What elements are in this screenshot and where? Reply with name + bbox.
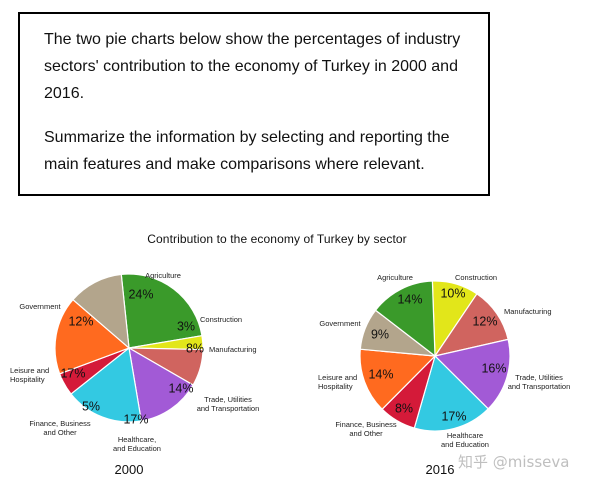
slice-name-label: Manufacturing — [209, 345, 257, 354]
slice-percent-label: 17% — [60, 366, 85, 380]
slice-percent-label: 5% — [82, 399, 100, 413]
slice-name-label: Healthcare and Education — [441, 431, 489, 449]
pie-slice-healthcare-and-education — [70, 346, 143, 423]
pie-slice-leisure-and-hospitality — [359, 348, 437, 411]
slice-name-label: Finance, Business and Other — [29, 419, 91, 437]
slice-name-label: Trade, Utilities and Transportation — [508, 373, 571, 391]
slice-percent-label: 14% — [168, 381, 193, 395]
slice-percent-label: 14% — [397, 292, 422, 306]
watermark: 知乎 @misseva — [458, 453, 570, 471]
slice-name-label: Leisure and Hospitality — [10, 366, 49, 384]
slice-percent-label: 16% — [481, 361, 506, 375]
slice-name-label: Finance, Business and Other — [335, 420, 397, 438]
slice-percent-label: 14% — [368, 367, 393, 381]
pie-slice-agriculture — [120, 273, 203, 349]
slice-name-label: Manufacturing — [504, 307, 552, 316]
slice-percent-label: 3% — [177, 319, 195, 333]
slice-name-label: Government — [319, 319, 361, 328]
task-prompt-box: The two pie charts below show the percen… — [18, 12, 490, 196]
year-caption: 2016 — [426, 462, 455, 477]
year-caption: 2000 — [115, 462, 144, 477]
pie-chart-2000: 24% Agriculture 3% Construction 8% Manufactur… — [10, 271, 259, 477]
slice-percent-label: 12% — [68, 314, 93, 328]
slice-name-label: Agriculture — [377, 273, 413, 282]
slice-percent-label: 8% — [186, 341, 204, 355]
slice-name-label: Healthcare, and Education — [113, 435, 161, 453]
slice-percent-label: 12% — [472, 314, 497, 328]
prompt-paragraph-1: The two pie charts below show the percen… — [44, 31, 461, 102]
pie-slice-agriculture — [374, 280, 436, 358]
slice-percent-label: 10% — [440, 286, 465, 300]
slice-name-label: Leisure and Hospitality — [318, 373, 357, 391]
pie-chart-2016: 10% Construction 12% Manufacturing 16%Trade,… — [318, 273, 570, 477]
slice-percent-label: 24% — [128, 287, 153, 301]
pie-slice-trade-utilities-and-transportation — [128, 346, 194, 422]
slice-name-label: Trade, Utilities and Transportation — [197, 395, 260, 413]
slice-name-label: Government — [19, 302, 61, 311]
slice-percent-label: 17% — [441, 409, 466, 423]
slice-percent-label: 9% — [371, 327, 389, 341]
pie-slice-government — [72, 273, 130, 350]
slice-name-label: Agriculture — [145, 271, 181, 280]
pie-slice-healthcare-and-education — [413, 354, 490, 432]
pie-slice-leisure-and-hospitality — [54, 298, 131, 375]
slice-percent-label: 8% — [395, 401, 413, 415]
prompt-paragraph-2: Summarize the information by selecting a… — [44, 129, 450, 173]
pie-slice-trade-utilities-and-transportation — [433, 338, 511, 410]
chart-title: Contribution to the economy of Turkey by… — [147, 232, 407, 246]
slice-name-label: Construction — [200, 315, 242, 324]
slice-name-label: Construction — [455, 273, 497, 282]
slice-percent-label: 17% — [123, 412, 148, 426]
